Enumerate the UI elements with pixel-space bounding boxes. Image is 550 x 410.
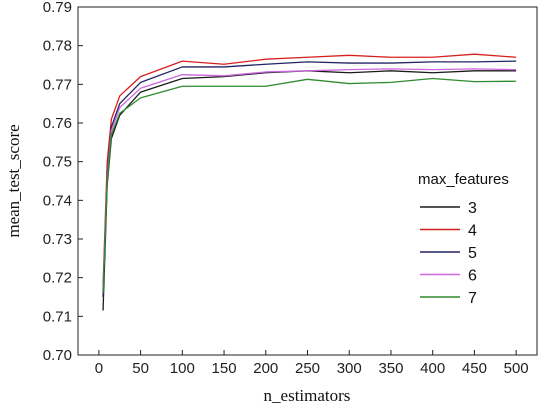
y-tick-label: 0.70 xyxy=(43,347,72,364)
x-tick-label: 150 xyxy=(212,360,237,377)
y-tick-label: 0.79 xyxy=(43,0,72,16)
series-line-6 xyxy=(102,68,517,290)
x-tick-label: 200 xyxy=(253,360,278,377)
y-tick-label: 0.77 xyxy=(43,76,72,93)
x-axis-ticks: 0 50 100 150 200 250 300 350 400 450 500 xyxy=(95,350,529,377)
legend-label-4: 4 xyxy=(468,223,477,240)
x-tick-label: 100 xyxy=(170,360,195,377)
series-line-3 xyxy=(102,70,517,311)
legend-label-7: 7 xyxy=(468,290,477,307)
y-axis-title: mean_test_score xyxy=(4,124,23,237)
series-line-4 xyxy=(102,53,517,286)
series-line-7 xyxy=(102,77,517,294)
x-tick-label: 0 xyxy=(95,360,103,377)
y-axis-ticks: 0.70 0.71 0.72 0.73 0.74 0.75 0.76 0.77 0.78 0.79 xyxy=(43,0,83,364)
legend-entries: 3 4 5 6 7 xyxy=(420,200,477,307)
x-tick-label: 500 xyxy=(504,360,529,377)
y-tick-label: 0.71 xyxy=(43,308,72,325)
y-tick-label: 0.73 xyxy=(43,231,72,248)
legend-label-5: 5 xyxy=(468,245,477,262)
y-tick-label: 0.78 xyxy=(43,38,72,55)
x-tick-label: 450 xyxy=(462,360,487,377)
legend-label-6: 6 xyxy=(468,268,477,285)
x-axis-title: n_estimators xyxy=(264,386,351,405)
x-tick-label: 50 xyxy=(132,360,149,377)
y-tick-label: 0.74 xyxy=(43,192,72,209)
x-tick-label: 350 xyxy=(378,360,403,377)
y-tick-label: 0.72 xyxy=(43,270,72,287)
y-tick-label: 0.76 xyxy=(43,115,72,132)
series-line-5 xyxy=(102,60,517,298)
legend-label-3: 3 xyxy=(468,200,477,217)
x-tick-label: 400 xyxy=(420,360,445,377)
x-tick-label: 250 xyxy=(295,360,320,377)
legend-title: max_features xyxy=(418,171,509,188)
y-tick-label: 0.75 xyxy=(43,154,72,171)
x-tick-label: 300 xyxy=(337,360,362,377)
legend: max_features 3 4 5 6 7 xyxy=(418,171,509,307)
series-lines xyxy=(102,53,517,311)
